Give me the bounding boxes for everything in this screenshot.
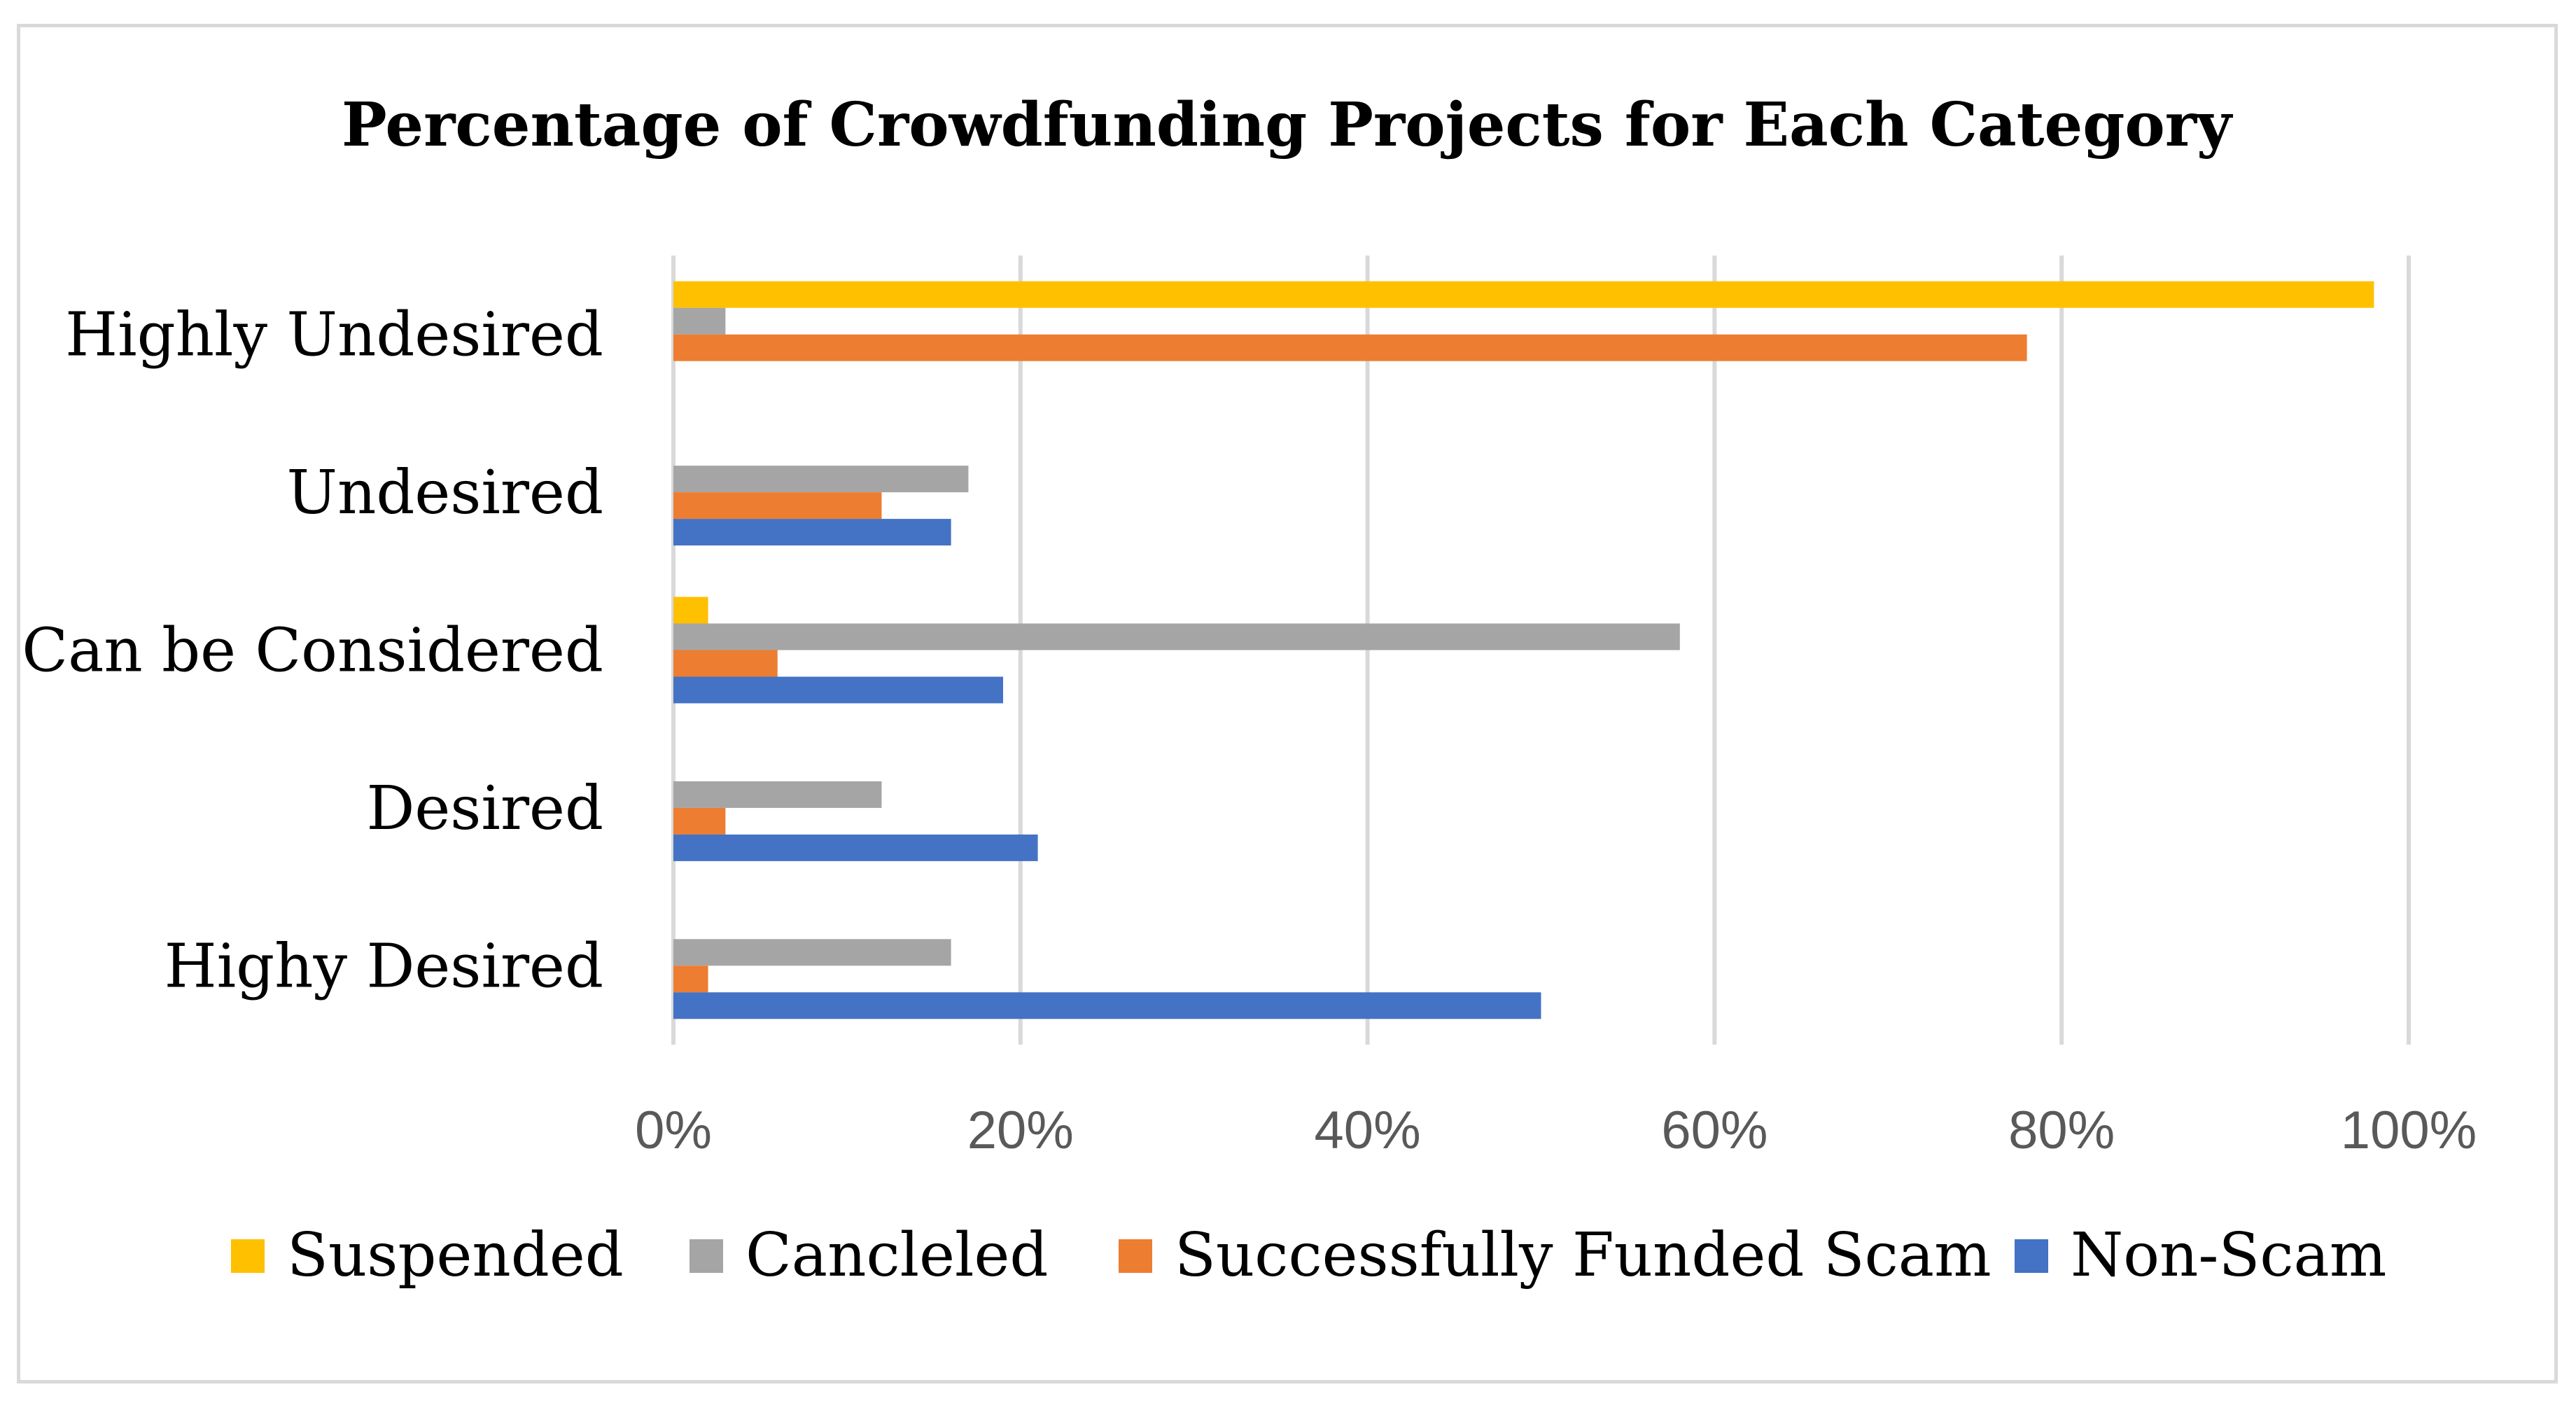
bar-can-be-considered-non-scam [673, 676, 1004, 704]
category-label-desired: Desired [366, 774, 603, 844]
bar-desired-successfully-funded-scam [673, 807, 726, 835]
category-label-highly-undesired: Highly Undesired [65, 300, 603, 370]
legend-label-successfully-funded-scam: Successfully Funded Scam [1175, 1220, 1991, 1290]
bar-can-be-considered-successfully-funded-scam [673, 650, 778, 677]
bar-undesired-successfully-funded-scam [673, 492, 882, 520]
x-tick-label-40: 40% [1315, 1101, 1421, 1160]
category-labels: Highly Undesired Undesired Can be Consider… [22, 300, 603, 1002]
gridlines [671, 256, 2411, 1045]
x-tick-label-80: 80% [2008, 1101, 2115, 1160]
legend-swatch-successfully-funded-scam [1119, 1239, 1152, 1273]
bar-desired-non-scam [673, 834, 1038, 861]
chart-frame [17, 24, 2558, 1383]
category-label-undesired: Undesired [286, 458, 603, 528]
bar-undesired-cancleled [673, 466, 969, 493]
chart-title: Percentage of Crowdfunding Projects for … [342, 90, 2234, 160]
legend-label-suspended: Suspended [287, 1220, 624, 1290]
bars [673, 281, 2374, 1019]
bar-desired-cancleled [673, 781, 882, 808]
category-label-can-be-considered: Can be Considered [22, 616, 603, 686]
bar-highy-desired-cancleled [673, 939, 951, 966]
x-tick-label-100: 100% [2341, 1101, 2477, 1160]
category-label-highy-desired: Highy Desired [164, 931, 603, 1001]
x-tick-label-60: 60% [1661, 1101, 1768, 1160]
bar-highy-desired-non-scam [673, 992, 1541, 1019]
x-tick-label-20: 20% [967, 1101, 1074, 1160]
legend-label-cancleled: Cancleled [746, 1220, 1048, 1290]
bar-highy-desired-successfully-funded-scam [673, 966, 708, 993]
x-tick-labels: 0% 20% 40% 60% 80% 100% [635, 1101, 2477, 1160]
legend-swatch-cancleled [690, 1239, 723, 1273]
bar-highly-undesired-successfully-funded-scam [673, 334, 2027, 361]
bar-can-be-considered-cancleled [673, 623, 1680, 650]
x-tick-label-0: 0% [635, 1101, 712, 1160]
bar-can-be-considered-suspended [673, 597, 708, 624]
bar-highly-undesired-cancleled [673, 307, 726, 335]
legend: Suspended Cancleled Successfully Funded Sc… [231, 1220, 2386, 1290]
legend-swatch-non-scam [2015, 1239, 2048, 1273]
legend-swatch-suspended [231, 1239, 265, 1273]
bar-highly-undesired-suspended [673, 281, 2374, 308]
bar-undesired-non-scam [673, 519, 951, 546]
legend-label-non-scam: Non-Scam [2071, 1220, 2386, 1290]
